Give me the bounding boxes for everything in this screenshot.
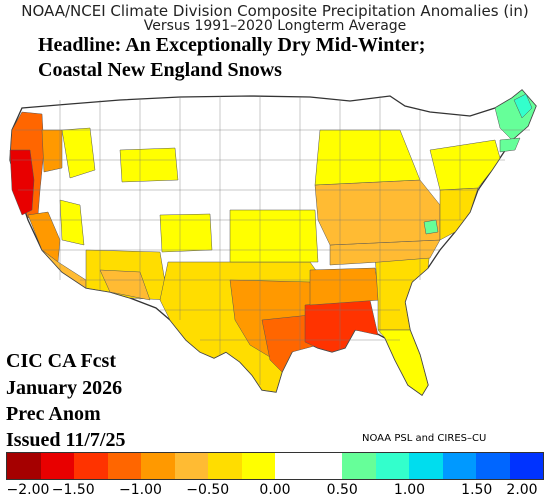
legend-swatch [208,453,242,479]
region-california-central [27,211,61,263]
region-idaho-yellow [61,127,96,179]
region-southern-new-england [499,137,521,153]
legend-tick-label: 0.50 [326,482,358,498]
region-florida [377,329,429,396]
legend-swatch [174,453,208,479]
headline-line1: Headline: An Exceptionally Dry Mid-Winte… [38,34,426,56]
forecast-label-line1: CIC CA Fcst [6,350,116,372]
climate-division-borders [12,96,530,385]
color-legend-bar [6,452,544,480]
legend-swatch [509,453,543,479]
forecast-label-line2: January 2026 [6,377,123,399]
region-southeast [374,249,431,331]
region-oregon-interior [41,129,63,173]
legend-swatch [7,453,41,479]
region-nevada-west [59,199,85,246]
region-ohio-valley [314,179,441,246]
legend-swatch [342,453,376,479]
map-title-line1: NOAA/NCEI Climate Division Composite Pre… [21,2,529,20]
precipitation-anomaly-map [9,89,537,396]
region-gulf-coast [304,299,379,353]
legend-swatch [308,453,342,479]
region-arizona-south [99,269,151,301]
legend-tick-label: −1.00 [119,482,162,498]
legend-swatch [476,453,510,479]
credit-label: NOAA PSL and CIRES–CU [362,433,487,444]
region-west-virginia-green [423,219,439,235]
legend-swatch [442,453,476,479]
legend-tick-label: 1.00 [393,482,426,498]
legend-tick-label: 0.00 [259,482,291,498]
legend-swatch [241,453,275,479]
legend-swatch [275,453,309,479]
legend-swatch [375,453,409,479]
legend-tick-label: 1.50 [461,482,493,498]
legend-tick-label: 2.00 [506,482,538,498]
headline-line2: Coastal New England Snows [38,59,282,81]
region-montana-yellow [119,147,179,183]
region-maine-coast [513,93,533,119]
region-central-plains-yellow [229,209,319,263]
region-northern-california-coast [9,149,35,216]
legend-swatch [409,453,443,479]
legend-swatch [74,453,108,479]
legend-tick-label: −1.50 [51,482,95,498]
forecast-label-line4: Issued 11/7/25 [6,429,126,451]
forecast-label-line3: Prec Anom [6,403,101,425]
legend-tick-label: −0.50 [186,482,230,498]
region-mid-atlantic [439,187,479,241]
legend-swatch [141,453,175,479]
legend-swatch [40,453,74,479]
region-lower-mississippi [309,267,381,306]
map-title-line2: Versus 1991–2020 Longterm Average [143,18,407,34]
legend-tick-label: −2.00 [6,482,50,498]
region-colorado-yellow [159,213,213,253]
legend-swatch [107,453,141,479]
